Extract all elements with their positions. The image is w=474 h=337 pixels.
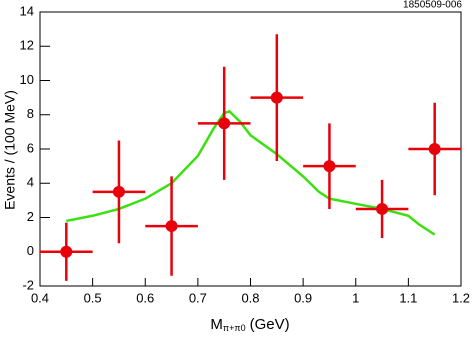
x-label-unit: (GeV) — [250, 316, 290, 333]
data-point — [376, 202, 389, 215]
x-axis-label: Mπ+π0 (GeV) — [210, 316, 289, 333]
x-tick-label: 0.5 — [84, 290, 102, 305]
x-label-main: M — [210, 316, 223, 333]
data-point — [218, 117, 231, 130]
data-point — [323, 160, 336, 173]
y-tick-label: 0 — [27, 243, 34, 258]
x-tick-label: 1.1 — [399, 290, 417, 305]
plot-frame — [39, 11, 462, 287]
y-tick-label: 6 — [27, 140, 34, 155]
y-tick-label: 14 — [20, 3, 34, 18]
x-tick-label: 0.7 — [189, 290, 207, 305]
y-tick-label: 10 — [20, 72, 34, 87]
x-tick-label: 1.2 — [452, 290, 470, 305]
data-point — [270, 91, 283, 104]
y-tick-label: 4 — [27, 175, 34, 190]
y-tick-label: 8 — [27, 106, 34, 121]
y-tick-label: 12 — [20, 38, 34, 53]
y-axis-label: Events / (100 MeV) — [2, 90, 18, 210]
x-tick-label: 0.4 — [31, 290, 49, 305]
x-label-subscript: π+π0 — [223, 323, 246, 333]
data-point — [60, 245, 73, 258]
data-point — [112, 185, 125, 198]
x-tick-label: 0.9 — [294, 290, 312, 305]
x-tick-label: 1 — [352, 290, 359, 305]
y-tick-label: 2 — [27, 209, 34, 224]
data-point — [165, 220, 178, 233]
data-point — [428, 143, 441, 155]
y-tick-label: -2 — [22, 277, 34, 292]
fit-curve — [66, 109, 436, 236]
x-tick-label: 0.6 — [136, 290, 154, 305]
annotation: 1850509-006 — [403, 0, 462, 11]
x-tick-label: 0.8 — [241, 290, 259, 305]
